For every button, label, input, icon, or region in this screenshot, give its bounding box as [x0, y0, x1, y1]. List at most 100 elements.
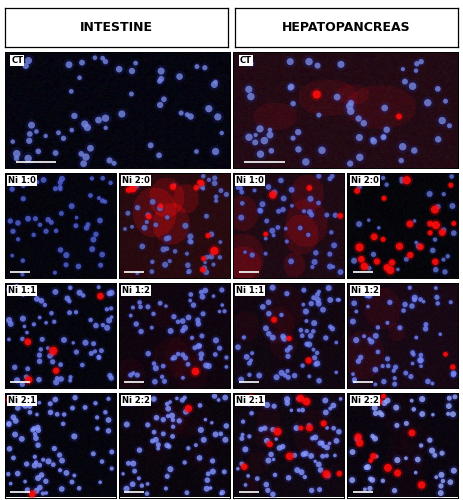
Point: [368, 338, 375, 345]
Point: [317, 466, 324, 474]
Point: [12, 430, 19, 438]
Point: [312, 249, 319, 257]
Point: [131, 180, 138, 188]
Point: [307, 452, 315, 460]
Point: [211, 180, 219, 188]
Point: [446, 122, 453, 130]
Point: [106, 290, 113, 298]
Point: [362, 176, 369, 184]
Point: [384, 396, 391, 404]
Point: [51, 268, 59, 276]
Point: [350, 300, 358, 308]
Point: [160, 96, 168, 104]
Point: [9, 228, 17, 235]
Point: [50, 347, 57, 355]
Point: [242, 481, 249, 489]
Point: [311, 354, 319, 362]
Point: [71, 112, 78, 120]
Point: [148, 268, 156, 276]
Point: [151, 378, 159, 386]
Point: [303, 398, 310, 406]
Point: [314, 290, 321, 298]
Point: [75, 262, 82, 270]
Point: [163, 442, 171, 450]
Point: [105, 395, 112, 403]
Point: [312, 458, 319, 466]
Point: [310, 346, 317, 354]
Point: [393, 422, 400, 430]
Point: [310, 294, 318, 302]
Point: [211, 247, 218, 255]
Point: [437, 330, 444, 338]
Point: [183, 250, 191, 258]
Point: [58, 210, 65, 218]
Point: [108, 313, 115, 321]
Point: [163, 214, 171, 222]
Point: [384, 355, 391, 363]
Point: [242, 446, 249, 454]
Point: [99, 174, 106, 182]
Point: [36, 351, 43, 359]
Point: [57, 246, 64, 254]
Point: [442, 350, 449, 358]
Point: [315, 111, 323, 119]
Point: [332, 212, 339, 220]
Point: [239, 418, 247, 426]
Point: [331, 452, 338, 460]
Point: [83, 224, 90, 232]
Point: [95, 283, 102, 291]
Point: [413, 60, 420, 68]
Point: [169, 432, 176, 440]
Point: [326, 296, 334, 304]
Point: [25, 56, 32, 64]
Point: [434, 136, 442, 143]
Point: [332, 368, 340, 376]
Point: [48, 309, 55, 317]
Point: [241, 463, 248, 471]
Point: [419, 410, 426, 418]
Point: [77, 150, 85, 158]
Point: [55, 129, 62, 137]
Point: [160, 96, 168, 104]
Point: [106, 156, 113, 164]
Point: [56, 451, 63, 459]
Point: [408, 429, 416, 437]
Point: [312, 360, 319, 368]
Point: [14, 236, 22, 244]
Point: [326, 440, 333, 448]
Point: [92, 399, 99, 407]
Point: [103, 324, 111, 332]
Point: [323, 444, 331, 452]
Point: [365, 264, 373, 272]
Point: [257, 207, 264, 215]
Point: [323, 452, 331, 460]
Point: [18, 435, 25, 443]
Point: [288, 186, 295, 194]
Point: [19, 400, 27, 408]
Point: [57, 185, 64, 193]
Point: [179, 351, 187, 359]
Point: [238, 434, 245, 442]
Point: [128, 90, 135, 98]
Point: [79, 361, 86, 369]
Point: [212, 350, 219, 358]
Point: [276, 444, 283, 452]
Point: [445, 394, 453, 402]
Point: [135, 474, 143, 482]
Point: [438, 471, 445, 479]
Point: [6, 445, 13, 453]
Point: [247, 356, 255, 364]
Point: [175, 417, 183, 425]
Point: [302, 308, 310, 316]
Point: [300, 300, 307, 308]
Point: [33, 295, 41, 303]
Point: [364, 302, 372, 310]
Point: [71, 394, 79, 402]
Point: [365, 216, 372, 224]
Point: [418, 481, 425, 489]
Point: [429, 410, 437, 418]
Point: [7, 320, 14, 328]
Point: [33, 128, 40, 136]
Point: [99, 174, 106, 182]
Point: [33, 410, 41, 418]
